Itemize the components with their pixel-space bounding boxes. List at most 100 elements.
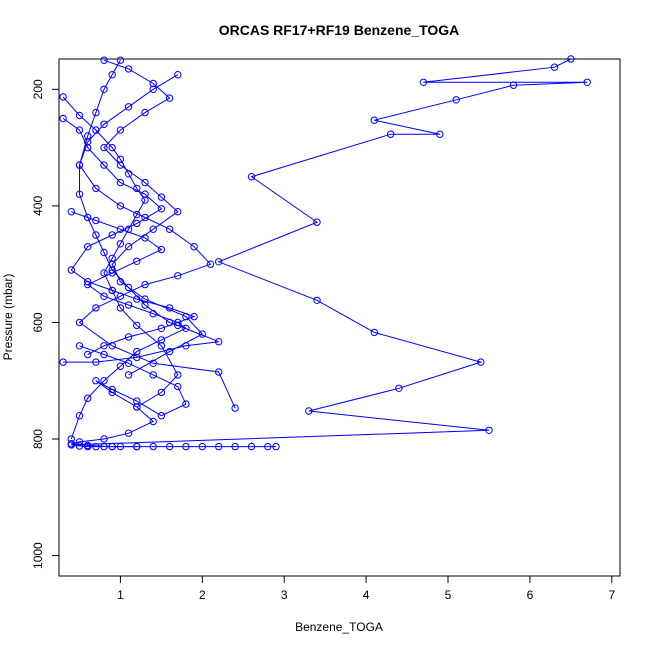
- series-line-8: [71, 345, 187, 448]
- data-point: [157, 205, 166, 213]
- data-point: [477, 358, 485, 366]
- data-point: [108, 266, 116, 274]
- data-point: [100, 120, 108, 129]
- data-point: [157, 388, 166, 397]
- data-point: [116, 178, 125, 187]
- data-point: [124, 65, 133, 73]
- data-point: [133, 219, 141, 228]
- series-points: [59, 55, 591, 451]
- data-point: [124, 371, 133, 379]
- data-point: [174, 272, 182, 280]
- data-point: [165, 318, 174, 327]
- series-line-4: [103, 59, 204, 376]
- data-point: [67, 440, 76, 448]
- data-point: [108, 388, 116, 397]
- data-point: [149, 79, 157, 88]
- y-tick-label: 600: [31, 312, 45, 332]
- data-point: [108, 143, 116, 152]
- data-point: [92, 358, 100, 366]
- x-axis: 1 2 3 4 5 6 7: [117, 576, 615, 602]
- data-point: [75, 111, 84, 120]
- data-point: [313, 296, 321, 304]
- data-point: [100, 161, 108, 169]
- data-point: [149, 442, 157, 451]
- data-point: [231, 442, 239, 451]
- data-point: [108, 385, 116, 394]
- y-tick-label: 1000: [31, 542, 45, 569]
- data-point: [100, 248, 108, 257]
- data-point: [116, 126, 125, 134]
- x-axis-label: Benzene_TOGA: [295, 620, 383, 634]
- data-point: [116, 292, 125, 300]
- data-point: [116, 155, 125, 164]
- data-point: [149, 310, 157, 318]
- y-axis: 200 400 600 800 1000: [31, 79, 59, 569]
- data-point: [157, 245, 166, 254]
- data-point: [206, 260, 215, 268]
- data-point: [149, 417, 157, 426]
- data-point: [133, 210, 141, 219]
- data-point: [452, 96, 460, 104]
- data-point: [133, 321, 141, 330]
- data-point: [75, 190, 84, 198]
- x-tick-label: 5: [445, 588, 452, 602]
- data-point: [67, 266, 76, 274]
- data-point: [157, 324, 166, 332]
- data-point: [141, 234, 149, 242]
- data-point: [84, 350, 92, 359]
- data-point: [133, 353, 141, 362]
- data-point: [247, 442, 256, 451]
- data-point: [116, 225, 125, 233]
- data-point: [182, 342, 190, 350]
- data-point: [141, 178, 149, 187]
- data-point: [100, 377, 108, 385]
- data-point: [67, 435, 76, 443]
- x-tick-label: 7: [608, 588, 615, 602]
- data-point: [182, 442, 190, 451]
- series-line-1: [71, 58, 588, 448]
- data-point: [419, 78, 428, 87]
- data-point: [92, 108, 100, 117]
- data-point: [124, 333, 133, 341]
- y-tick-label: 400: [31, 196, 45, 216]
- data-point: [215, 338, 223, 346]
- data-point: [165, 94, 174, 102]
- data-point: [59, 114, 67, 123]
- data-point: [141, 108, 149, 117]
- x-tick-label: 3: [281, 588, 288, 602]
- data-point: [182, 312, 190, 321]
- data-point: [108, 269, 116, 277]
- data-point: [157, 412, 166, 420]
- series-lines: [62, 58, 588, 448]
- data-point: [231, 404, 239, 412]
- data-point: [75, 318, 84, 327]
- data-point: [149, 85, 157, 94]
- data-point: [165, 304, 174, 312]
- data-point: [165, 347, 174, 356]
- data-point: [174, 382, 182, 391]
- y-tick-label: 200: [31, 79, 45, 99]
- data-point: [100, 143, 108, 152]
- data-point: [100, 342, 108, 350]
- data-point: [75, 438, 84, 446]
- data-point: [198, 330, 207, 338]
- data-point: [141, 301, 149, 309]
- data-point: [108, 286, 116, 295]
- data-point: [84, 394, 92, 402]
- data-point: [75, 342, 84, 350]
- series-line-2: [63, 59, 219, 363]
- data-point: [198, 442, 207, 451]
- data-point: [182, 324, 190, 332]
- x-tick-label: 6: [527, 588, 534, 602]
- data-point: [174, 71, 182, 79]
- data-point: [182, 400, 190, 408]
- data-point: [141, 295, 149, 303]
- data-point: [116, 56, 125, 64]
- data-point: [116, 442, 125, 451]
- data-point: [100, 442, 108, 451]
- data-point: [59, 358, 67, 366]
- data-point: [141, 190, 149, 198]
- data-point: [100, 85, 108, 94]
- data-point: [485, 426, 493, 434]
